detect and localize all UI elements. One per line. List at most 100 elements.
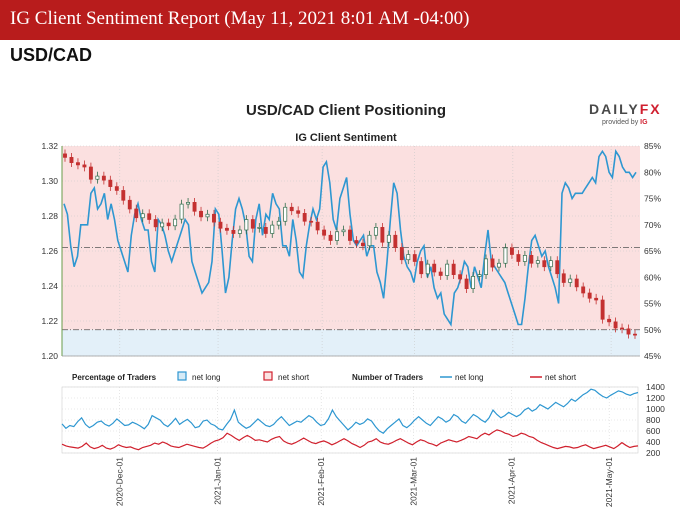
candle xyxy=(237,225,242,238)
candle-body xyxy=(471,276,476,289)
candle-body xyxy=(406,254,411,261)
candle xyxy=(341,225,346,237)
candle xyxy=(69,153,74,167)
candle-body xyxy=(542,260,547,268)
candle-body xyxy=(620,327,624,330)
logo-provided-by: provided by xyxy=(602,119,639,126)
sentiment-tick-label: 85% xyxy=(644,141,661,151)
candle xyxy=(587,288,592,303)
candle xyxy=(244,215,249,235)
price-tick-label: 1.26 xyxy=(41,246,58,256)
candle xyxy=(555,256,560,279)
candle xyxy=(315,217,320,235)
candle xyxy=(121,186,126,205)
logo-ig: IG xyxy=(640,119,648,126)
candle xyxy=(153,215,158,232)
price-tick-label: 1.28 xyxy=(41,211,58,221)
candle-body xyxy=(153,219,158,228)
candle-body xyxy=(497,262,501,268)
candle-body xyxy=(302,213,307,222)
candle-body xyxy=(134,208,139,219)
candle xyxy=(361,238,365,251)
candle xyxy=(212,209,216,227)
candle-body xyxy=(484,258,488,275)
candle-body xyxy=(244,219,249,231)
candle-body xyxy=(76,162,80,166)
candle xyxy=(464,274,469,293)
date-tick-label: 2021-Mar-01 xyxy=(408,457,418,506)
traders-tick-label: 1400 xyxy=(646,382,665,392)
candle-body xyxy=(224,227,229,231)
candle-body xyxy=(464,278,469,289)
candle-body xyxy=(322,229,327,236)
candle-body xyxy=(432,263,437,273)
candle xyxy=(620,323,624,334)
candle xyxy=(535,256,540,268)
candle xyxy=(95,171,100,184)
logo-main-text: DAILY xyxy=(589,101,640,117)
candle xyxy=(289,202,294,216)
legend-net-short-line-label: net short xyxy=(545,373,577,382)
candle-body xyxy=(458,274,463,280)
sentiment-tick-label: 70% xyxy=(644,220,661,230)
candle xyxy=(373,223,378,240)
chart-container: USD/CAD Client Positioning IG Client Sen… xyxy=(0,74,680,520)
legend-net-long-line-label: net long xyxy=(455,373,483,382)
candle-body xyxy=(367,234,372,247)
candle xyxy=(458,270,463,284)
candle-body xyxy=(516,254,521,262)
candle xyxy=(581,282,586,298)
candle-body xyxy=(568,278,573,283)
candle xyxy=(406,250,411,265)
candle-body xyxy=(121,190,126,201)
candle xyxy=(302,209,307,226)
date-tick-label: 2020-Dec-01 xyxy=(115,457,125,506)
candle xyxy=(509,243,514,259)
candle xyxy=(192,197,197,216)
sentiment-tick-label: 50% xyxy=(644,325,661,335)
candle-body xyxy=(393,234,398,248)
candle-body xyxy=(276,220,281,226)
candle-body xyxy=(82,164,87,168)
candle-body xyxy=(477,274,482,277)
candle-body xyxy=(529,255,534,264)
candle xyxy=(354,236,359,248)
candle-body xyxy=(522,255,527,262)
candle-body xyxy=(380,227,385,243)
candle xyxy=(399,243,404,265)
candle-body xyxy=(445,263,450,276)
candle-body xyxy=(218,221,223,229)
candle xyxy=(542,256,547,272)
sentiment-tick-label: 60% xyxy=(644,272,661,282)
candle xyxy=(127,195,132,214)
candle xyxy=(503,243,508,268)
traders-tick-label: 400 xyxy=(646,437,660,447)
traders-tick-label: 200 xyxy=(646,448,660,458)
candle xyxy=(438,267,443,280)
report-banner: IG Client Sentiment Report (May 11, 2021… xyxy=(0,0,680,40)
candle-body xyxy=(101,175,106,181)
date-tick-label: 2021-Apr-01 xyxy=(506,457,516,505)
logo-accent-text: FX xyxy=(639,101,662,117)
candle-body xyxy=(289,206,294,212)
candle xyxy=(484,254,488,279)
net-long-shading xyxy=(62,329,640,356)
candle-body xyxy=(425,263,430,275)
candle-body xyxy=(341,229,346,233)
candle-body xyxy=(386,234,391,243)
candle xyxy=(594,293,599,305)
candle-body xyxy=(328,234,333,241)
candle-body xyxy=(399,247,404,261)
candle xyxy=(296,206,301,218)
candle-body xyxy=(438,271,443,276)
legend-net-short-box xyxy=(263,371,273,381)
candle xyxy=(173,214,178,231)
legend: Percentage of Traders net long net short… xyxy=(72,371,577,382)
candle xyxy=(477,270,482,281)
candle-body xyxy=(283,206,288,222)
traders-tick-label: 1000 xyxy=(646,404,665,414)
currency-pair-heading: USD/CAD xyxy=(10,45,93,65)
candle-body xyxy=(263,227,268,234)
legend-percentage-label: Percentage of Traders xyxy=(72,373,157,382)
candle xyxy=(134,204,139,223)
